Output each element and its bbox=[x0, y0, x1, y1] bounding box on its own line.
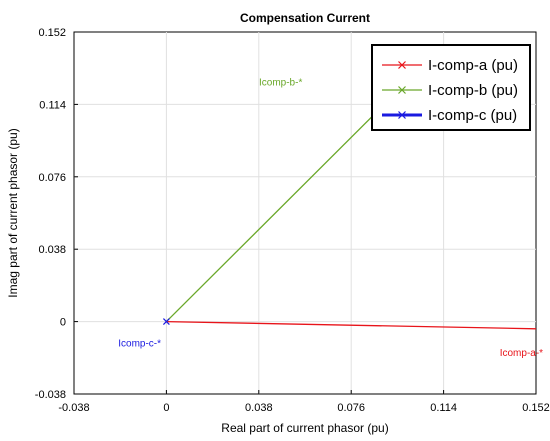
y-tick-label: 0.114 bbox=[39, 99, 66, 111]
legend-marker bbox=[398, 111, 406, 119]
legend-item-2: I-comp-c (pu) bbox=[382, 107, 517, 124]
annotation-0: Icomp-a-* bbox=[500, 348, 543, 359]
grid bbox=[74, 32, 536, 394]
y-tick-label: 0 bbox=[60, 317, 66, 329]
x-tick-label: 0.114 bbox=[430, 402, 457, 414]
x-axis-label: Real part of current phasor (pu) bbox=[221, 421, 388, 435]
y-axis-label: Imag part of current phasor (pu) bbox=[6, 128, 20, 297]
series-line-0 bbox=[166, 320, 536, 330]
x-tick-label: -0.038 bbox=[58, 402, 89, 414]
legend-item-0: I-comp-a (pu) bbox=[382, 57, 518, 74]
legend-label: I-comp-b (pu) bbox=[428, 82, 518, 99]
y-tick-label: 0.038 bbox=[38, 244, 66, 256]
x-tick-label: 0.076 bbox=[337, 402, 365, 414]
x-axis: -0.038 0 0.038 0.076 0.114 0.152 bbox=[58, 390, 550, 414]
chart-title: Compensation Current bbox=[240, 11, 370, 25]
annotation-1: Icomp-b-* bbox=[259, 77, 302, 88]
legend-label: I-comp-c (pu) bbox=[428, 107, 517, 124]
x-tick-label: 0.038 bbox=[245, 402, 273, 414]
y-axis: -0.038 0 0.038 0.076 0.114 0.152 bbox=[35, 27, 78, 401]
legend: I-comp-a (pu) I-comp-b (pu) I-comp-c (pu) bbox=[371, 44, 531, 131]
y-tick-label: 0.076 bbox=[38, 172, 66, 184]
annotations: Icomp-a-* Icomp-b-* Icomp-c-* bbox=[118, 77, 543, 359]
x-tick-label: 0.152 bbox=[522, 402, 550, 414]
legend-marker bbox=[398, 61, 406, 69]
legend-label: I-comp-a (pu) bbox=[428, 57, 518, 74]
series-marker-2 bbox=[162, 318, 170, 326]
legend-item-1: I-comp-b (pu) bbox=[382, 82, 518, 99]
legend-marker bbox=[398, 86, 406, 94]
y-tick-label: 0.152 bbox=[38, 27, 66, 39]
y-tick-label: -0.038 bbox=[35, 389, 66, 401]
series-line-1 bbox=[165, 89, 400, 323]
x-tick-label: 0 bbox=[163, 402, 169, 414]
annotation-2: Icomp-c-* bbox=[118, 338, 161, 349]
